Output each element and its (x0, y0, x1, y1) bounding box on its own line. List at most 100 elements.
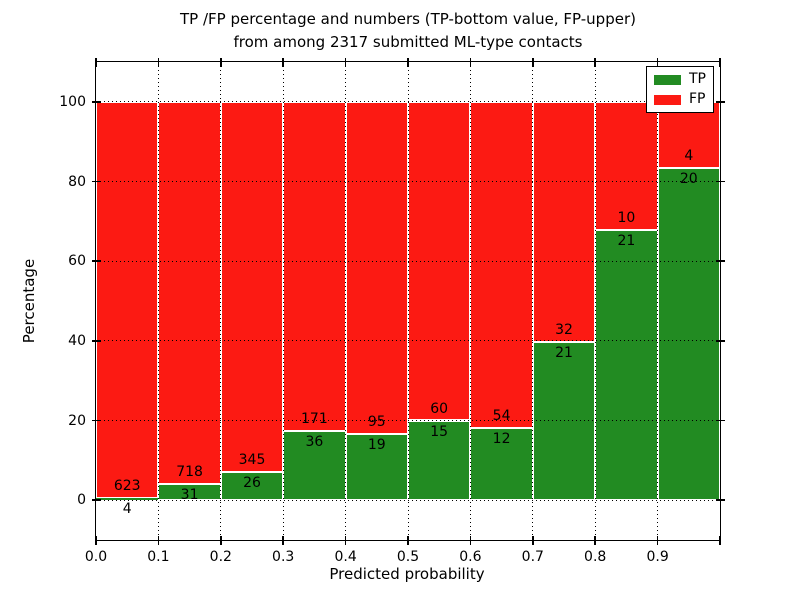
x-tick-bottom (719, 535, 721, 545)
y-tick-left (91, 101, 101, 103)
bar-segment-tp (470, 427, 533, 501)
legend-entry-tp: TP (654, 72, 706, 87)
y-tick-label: 0 (77, 492, 86, 509)
bar-segment-fp (283, 101, 346, 431)
y-tick-right (715, 180, 725, 183)
bar-label-tp: 26 (243, 475, 261, 492)
legend-entry-fp: FP (654, 92, 706, 107)
y-tick-label: 60 (68, 253, 86, 270)
bar-label-fp: 10 (617, 210, 636, 227)
bar-label-tp: 19 (367, 436, 386, 453)
y-tick-right (715, 419, 725, 422)
y-tick-left (91, 419, 101, 422)
x-tick-bottom (469, 535, 472, 545)
y-tick-label: 20 (68, 412, 86, 429)
bar-segment-tp (283, 430, 346, 501)
y-tick-left (91, 260, 101, 262)
bar-segment-fp (532, 101, 596, 343)
bar-label-tp: 21 (555, 345, 573, 362)
x-tick-top (282, 57, 284, 67)
bar-segment-fp (220, 101, 284, 473)
y-tick-left (91, 499, 101, 501)
x-tick-bottom (220, 535, 222, 545)
bar-segment-tp (158, 483, 221, 501)
x-tick-label: 0.1 (147, 549, 170, 565)
legend-swatch-fp (654, 94, 681, 105)
x-tick-label: 0.5 (396, 549, 420, 565)
x-tick-top (344, 57, 347, 67)
x-tick-label: 0.0 (84, 549, 108, 565)
gridline-vertical (657, 62, 659, 540)
bar-label-fp: 718 (176, 463, 203, 480)
x-tick-bottom (282, 535, 284, 545)
gridline-vertical (594, 62, 596, 540)
bar-label-tp: 20 (679, 171, 698, 188)
x-tick-label: 0.7 (521, 549, 544, 565)
bar-label-fp: 60 (430, 400, 449, 417)
x-tick-top (220, 57, 222, 67)
x-tick-label: 0.8 (584, 549, 607, 565)
bar-segment-fp (345, 101, 408, 434)
bar-segment-fp (470, 101, 533, 428)
chart-title-line2: from among 2317 submitted ML-type contac… (233, 33, 583, 51)
x-tick-label: 0.3 (272, 549, 295, 565)
x-tick-top (157, 57, 160, 67)
gridline-vertical (407, 62, 409, 540)
y-tick-label: 100 (59, 93, 86, 110)
x-tick-label: 0.4 (334, 549, 357, 565)
y-tick-label: 80 (68, 173, 86, 190)
bar-label-fp: 32 (555, 322, 573, 339)
bar-segment-tp (220, 472, 284, 501)
x-tick-bottom (157, 535, 160, 545)
x-tick-label: 0.6 (459, 549, 482, 565)
x-tick-bottom (656, 535, 659, 545)
bar-label-fp: 171 (301, 410, 328, 427)
y-tick-right (715, 260, 725, 262)
y-tick-label: 40 (68, 332, 86, 349)
x-tick-bottom (344, 535, 347, 545)
x-tick-bottom (532, 535, 534, 545)
x-tick-top (656, 57, 659, 67)
gridline-vertical (345, 62, 347, 540)
x-tick-label: 0.9 (646, 549, 669, 565)
bar-label-fp: 345 (238, 452, 266, 469)
legend: TP FP (646, 66, 714, 113)
x-tick-label: 0.2 (209, 549, 232, 565)
bar-segment-tp (657, 168, 720, 501)
bar-label-tp: 12 (492, 430, 511, 447)
y-tick-right (715, 499, 725, 501)
bar-label-tp: 31 (180, 486, 199, 503)
legend-label-fp: FP (689, 91, 706, 107)
y-tick-left (91, 340, 101, 342)
bar-segment-tp (96, 497, 159, 501)
x-tick-bottom (407, 535, 409, 545)
y-tick-left (91, 180, 101, 183)
plot-area: 623 4 718 31 345 26 171 36 95 19 60 15 54 12 32 21 10 21 4… (95, 61, 721, 541)
bar-segment-fp (595, 101, 658, 231)
chart-title: TP /FP percentage and numbers (TP-bottom… (96, 8, 720, 54)
bar-label-tp: 15 (430, 423, 449, 440)
bar-segment-tp (532, 342, 596, 501)
bar-label-tp: 21 (617, 233, 636, 250)
bar-label-tp: 4 (122, 500, 132, 517)
bar-label-fp: 54 (492, 407, 511, 424)
bar-segment-fp (158, 101, 221, 484)
x-tick-top (469, 57, 472, 67)
x-tick-top (532, 57, 534, 67)
x-axis-label: Predicted probability (329, 565, 485, 583)
x-tick-bottom (95, 535, 97, 545)
legend-label-tp: TP (689, 71, 706, 87)
bar-label-tp: 36 (305, 433, 324, 450)
x-tick-top (719, 57, 721, 67)
bar-label-fp: 4 (684, 148, 694, 165)
chart-title-line1: TP /FP percentage and numbers (TP-bottom… (180, 10, 636, 28)
y-tick-right (715, 340, 725, 342)
bar-segment-fp (96, 101, 159, 498)
gridline-vertical (157, 62, 159, 540)
x-tick-top (407, 57, 409, 67)
gridline-vertical (220, 62, 222, 540)
bar-label-fp: 623 (113, 477, 141, 494)
x-tick-top (95, 57, 97, 67)
gridline-vertical (532, 62, 534, 540)
